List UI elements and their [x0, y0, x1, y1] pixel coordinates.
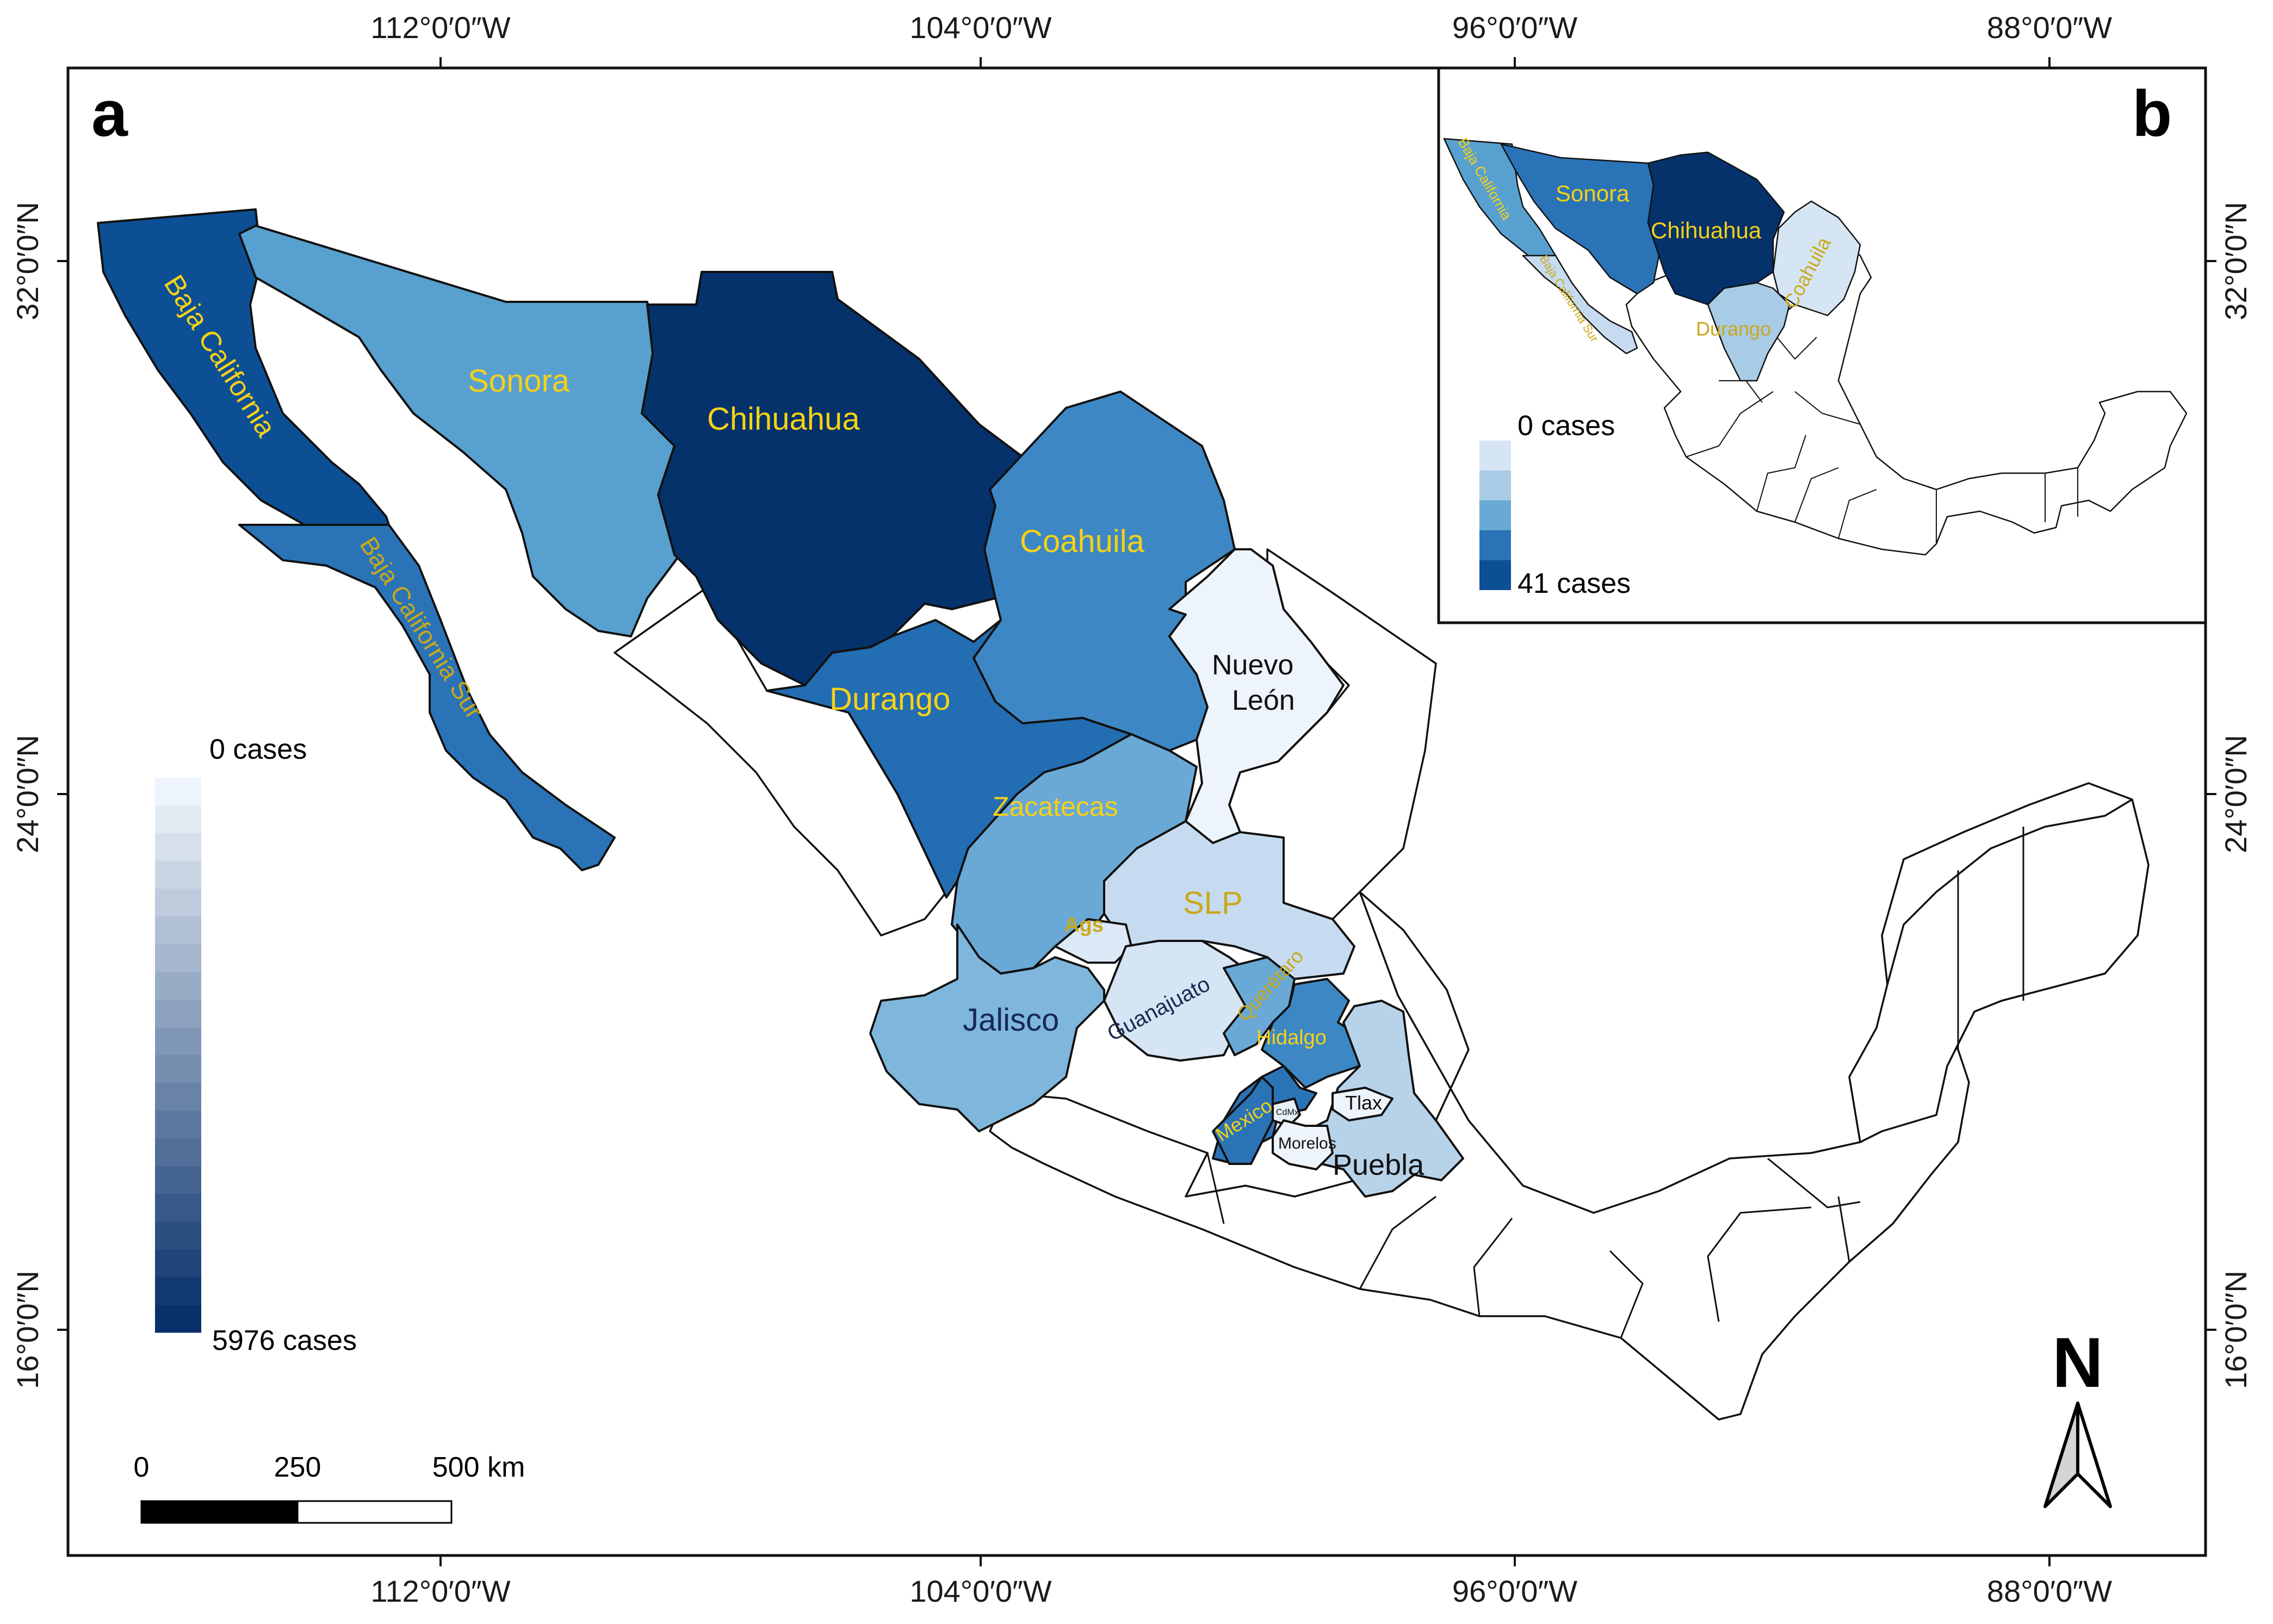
legend-inset-swatch: [1479, 500, 1511, 530]
label-hidalgo: Hidalgo: [1256, 1026, 1327, 1049]
inset-state-baja-california-sur: [1522, 255, 1638, 355]
label-durango: Durango: [829, 681, 950, 717]
region-southern-states: [989, 782, 2150, 1421]
legend-main-swatch: [155, 805, 201, 834]
inset-region-rest: [1625, 233, 2188, 556]
legend-inset-swatch: [1479, 411, 1511, 441]
legend-main-swatch: [155, 972, 201, 1000]
state-queretaro: [1223, 956, 1296, 1056]
label-puebla: Puebla: [1333, 1149, 1425, 1181]
state-nuevo-leon: [1168, 548, 1345, 844]
lat-label-right-3: 16°0′0″N: [2219, 1270, 2253, 1389]
lon-label-top-2: 104°0′0″W: [909, 10, 1051, 45]
legend-inset-max-label: 41 cases: [1518, 568, 1631, 599]
legend-main-swatch: [155, 1277, 201, 1305]
lon-label-top-3: 96°0′0″W: [1452, 10, 1577, 45]
scale-bar: [140, 1500, 453, 1524]
lon-label-bottom-1: 112°0′0″W: [370, 1574, 510, 1608]
lat-label-left-1: 32°0′0″N: [10, 202, 45, 320]
legend-main-max-label: 5976 cases: [212, 1325, 357, 1356]
legend-main-swatch: [155, 778, 201, 806]
legend-inset-swatch: [1479, 530, 1511, 560]
state-cdmx: [1272, 1098, 1301, 1127]
label-nuevo-leon: Nuevo: [1212, 649, 1293, 681]
inset-map: [1443, 138, 2188, 556]
legend-inset-swatch: [1479, 470, 1511, 500]
legend-main-swatch: [155, 916, 201, 945]
label-slp: SLP: [1183, 885, 1243, 921]
state-durango: [766, 619, 1132, 898]
choropleth-states: [97, 208, 1464, 1198]
region-yucatan-peninsula: [1848, 798, 2150, 1143]
legend-main: [155, 778, 201, 1333]
legend-main-swatch: [155, 1222, 201, 1250]
legend-main-swatch: [155, 1083, 201, 1111]
label-nuevo-leon-2: León: [1232, 685, 1295, 716]
lon-label-bottom-3: 96°0′0″W: [1452, 1574, 1577, 1608]
scale-label-0: 0: [134, 1452, 150, 1483]
state-morelos: [1272, 1119, 1334, 1170]
graticule-ticks: [57, 57, 2216, 1566]
legend-main-swatch: [155, 1000, 201, 1028]
scale-label-250: 250: [274, 1452, 321, 1483]
label-jalisco: Jalisco: [963, 1002, 1059, 1038]
inset-state-durango: [1707, 282, 1791, 382]
legend-main-swatch: [155, 1138, 201, 1167]
lon-label-bottom-2: 104°0′0″W: [909, 1574, 1051, 1608]
label-morelos: Morelos: [1278, 1135, 1336, 1152]
southern-state-borders: [1206, 827, 2024, 1338]
legend-main-min-label: 0 cases: [209, 734, 307, 765]
legend-inset-swatch: [1479, 441, 1511, 470]
label-coahuila: Coahuila: [1020, 524, 1145, 559]
mexico-base-map: [614, 548, 2150, 1421]
label-chihuahua: Chihuahua: [707, 401, 860, 437]
legend-main-swatch: [155, 833, 201, 861]
legend-inset: [1479, 411, 1511, 590]
legend-main-swatch: [155, 1194, 201, 1222]
state-baja-california-sur: [238, 524, 616, 871]
legend-main-swatch: [155, 861, 201, 889]
label-ags: Ags: [1064, 914, 1104, 937]
panel-label-a: a: [91, 77, 128, 150]
lat-label-right-2: 24°0′0″N: [2219, 735, 2253, 853]
label-cdmx: CdMx: [1276, 1108, 1299, 1117]
panel-label-b: b: [2132, 77, 2172, 150]
lon-label-top-4: 88°0′0″W: [1987, 10, 2112, 45]
north-arrow: N: [2043, 1323, 2112, 1508]
lon-label-bottom-4: 88°0′0″W: [1987, 1574, 2112, 1608]
legend-main-swatch: [155, 889, 201, 917]
legend-inset-min-label: 0 cases: [1518, 410, 1615, 442]
legend-main-swatch: [155, 1166, 201, 1194]
legend-inset-swatch: [1479, 560, 1511, 590]
inset-label-chihuahua: Chihuahua: [1651, 218, 1762, 243]
lat-label-left-2: 24°0′0″N: [10, 735, 45, 853]
label-tlax: Tlax: [1345, 1092, 1382, 1114]
legend-main-swatch: [155, 1249, 201, 1278]
state-baja-california: [97, 208, 390, 526]
legend-main-swatch: [155, 1027, 201, 1056]
inset-label-sonora: Sonora: [1556, 181, 1630, 206]
label-zacatecas: Zacatecas: [993, 791, 1118, 822]
lat-label-left-3: 16°0′0″N: [10, 1270, 45, 1389]
legend-main-swatch: [155, 944, 201, 972]
lat-label-right-1: 32°0′0″N: [2219, 202, 2253, 320]
legend-main-swatch: [155, 1055, 201, 1083]
state-chihuahua: [641, 271, 1024, 686]
legend-main-swatch: [155, 1111, 201, 1139]
north-label: N: [2052, 1323, 2103, 1402]
inset-label-durango: Durango: [1696, 318, 1771, 340]
state-jalisco: [869, 923, 1105, 1132]
state-tlax: [1331, 1087, 1393, 1121]
scale-label-500: 500 km: [432, 1452, 525, 1483]
lon-label-top-1: 112°0′0″W: [370, 10, 510, 45]
legend-main-swatch: [155, 1305, 201, 1333]
label-sonora: Sonora: [468, 363, 570, 399]
